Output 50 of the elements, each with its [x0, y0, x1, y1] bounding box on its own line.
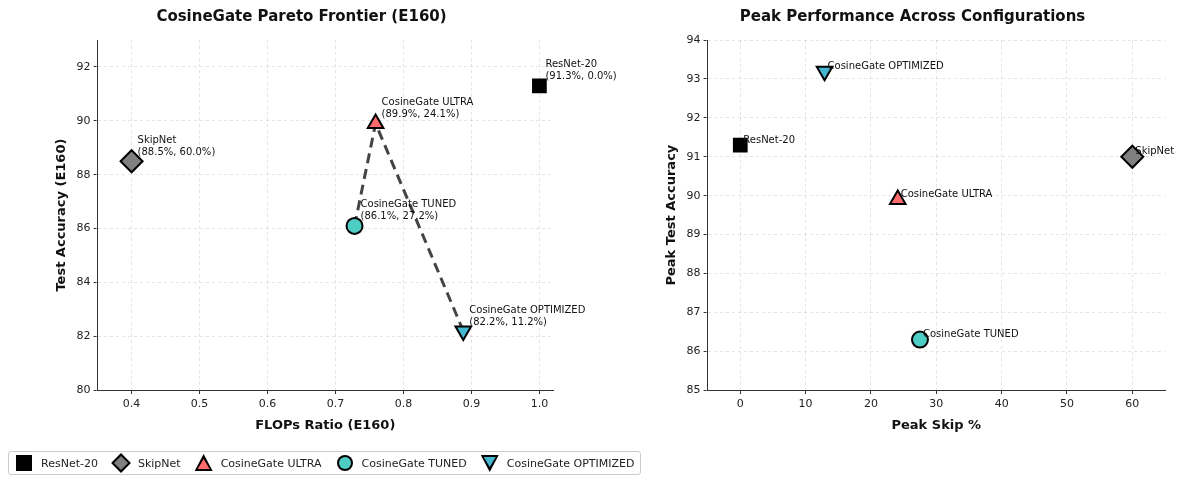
annotation: ResNet-20 (91.3%, 0.0%): [545, 58, 617, 82]
x-tick-label: 0.5: [190, 396, 209, 410]
y-tick-label: 92: [76, 59, 91, 73]
y-tick-label: 84: [76, 275, 91, 289]
y-tick-label: 88: [76, 167, 91, 181]
legend-label: CosineGate ULTRA: [220, 456, 322, 470]
annotation: CosineGate OPTIMIZED (82.2%, 11.2%): [469, 303, 586, 327]
x-tick-label: 0.9: [462, 396, 481, 410]
y-tick-label: 86: [76, 221, 91, 235]
annotation: CosineGate TUNED (86.1%, 27.2%): [360, 198, 457, 222]
x-tick-label: 0.7: [326, 396, 345, 410]
legend-label: CosineGate OPTIMIZED: [506, 456, 635, 470]
y-tick-label: 92: [686, 110, 701, 124]
series-label: CosineGate ULTRA: [900, 188, 993, 200]
x-tick-label: 30: [929, 396, 944, 410]
y-tick-label: 85: [686, 383, 701, 397]
y-tick-label: 88: [686, 266, 701, 280]
y-tick-label: 93: [686, 71, 701, 85]
y-tick-label: 80: [76, 383, 91, 397]
x-tick-label: 0.8: [394, 396, 413, 410]
y-tick-label: 90: [686, 188, 701, 202]
x-tick-label: 0: [736, 396, 744, 410]
legend-label: CosineGate TUNED: [361, 456, 467, 470]
chart-title: Peak Performance Across Configurations: [739, 6, 1086, 25]
x-tick-label: 10: [798, 396, 813, 410]
x-tick-label: 50: [1059, 396, 1074, 410]
y-tick-label: 89: [686, 227, 701, 241]
x-tick-label: 1.0: [530, 396, 549, 410]
y-tick-label: 87: [686, 305, 701, 319]
x-tick-label: 0.4: [122, 396, 141, 410]
x-tick-label: 20: [863, 396, 878, 410]
x-tick-label: 40: [994, 396, 1009, 410]
legend-label: SkipNet: [137, 456, 181, 470]
y-tick-label: 91: [686, 149, 701, 163]
x-axis-title: FLOPs Ratio (E160): [255, 416, 396, 432]
series-label: CosineGate OPTIMIZED: [827, 59, 944, 71]
y-tick-label: 94: [686, 32, 701, 46]
annotation: SkipNet (88.5%, 60.0%): [137, 133, 216, 157]
chart-title: CosineGate Pareto Frontier (E160): [156, 6, 447, 25]
x-tick-label: 60: [1125, 396, 1140, 410]
annotation: CosineGate ULTRA (89.9%, 24.1%): [381, 96, 474, 120]
y-axis-title: Peak Test Accuracy: [663, 144, 679, 286]
y-tick-label: 90: [76, 113, 91, 127]
y-tick-label: 82: [76, 329, 91, 343]
x-tick-label: 0.6: [258, 396, 277, 410]
y-axis-title: Test Accuracy (E160): [53, 138, 69, 292]
x-axis-title: Peak Skip %: [891, 416, 982, 432]
y-tick-label: 86: [686, 344, 701, 358]
legend-label: ResNet-20: [41, 456, 98, 470]
series-label: ResNet-20: [743, 133, 796, 145]
